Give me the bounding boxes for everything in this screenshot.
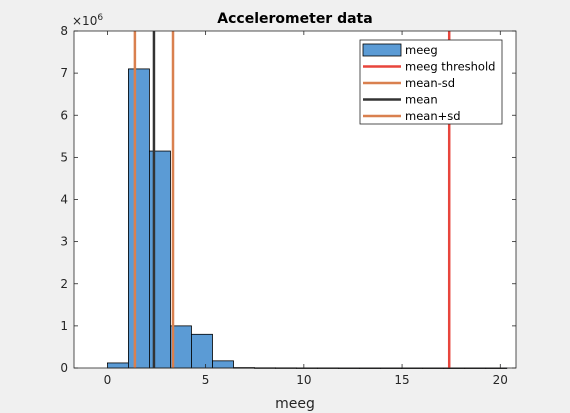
y-axis-ticks: 0 1 2 3 4 5 6 7 8 <box>60 24 516 375</box>
y-tick-label: 2 <box>60 277 68 291</box>
y-tick-label: 0 <box>60 361 68 375</box>
y-multiplier-base: ×10 <box>72 14 97 28</box>
legend-label: mean-sd <box>405 76 455 90</box>
legend-label: mean+sd <box>405 109 461 123</box>
legend-label: meeg threshold <box>405 60 495 74</box>
legend-entry: meeg <box>362 43 438 57</box>
y-tick-label: 1 <box>60 319 68 333</box>
legend-swatch-patch <box>362 43 402 57</box>
x-axis-label: meeg <box>275 396 315 412</box>
legend-entry: meeg threshold <box>363 60 495 74</box>
legend-entry: mean+sd <box>363 109 461 123</box>
legend-entry: mean <box>363 93 438 107</box>
x-tick-label: 15 <box>394 373 409 387</box>
x-tick-label: 10 <box>296 373 311 387</box>
y-multiplier-exponent: 6 <box>97 13 103 23</box>
legend: meeg meeg threshold mean-sd mean mean+sd <box>359 39 503 125</box>
histogram-bar <box>212 360 234 369</box>
histogram-bar <box>128 68 150 369</box>
y-tick-label: 6 <box>60 108 68 122</box>
legend-entry: mean-sd <box>363 76 455 90</box>
histogram-bar <box>149 150 171 369</box>
chart-title: Accelerometer data <box>217 11 372 27</box>
histogram-bar <box>106 362 129 369</box>
y-tick-label: 8 <box>60 24 68 38</box>
y-tick-label: 5 <box>60 150 68 164</box>
x-axis-ticks: 0 5 10 15 20 <box>104 31 508 387</box>
legend-entries: meeg meeg threshold mean-sd mean mean+sd <box>362 43 495 123</box>
x-tick-label: 20 <box>493 373 508 387</box>
histogram-bar <box>191 333 213 369</box>
legend-label: meeg <box>405 43 438 57</box>
y-tick-label: 7 <box>60 66 68 80</box>
legend-label: mean <box>405 93 438 107</box>
y-tick-label: 3 <box>60 235 68 249</box>
y-multiplier: ×106 <box>72 13 103 28</box>
y-tick-label: 4 <box>60 193 68 207</box>
x-tick-label: 0 <box>104 373 112 387</box>
x-tick-label: 5 <box>202 373 210 387</box>
